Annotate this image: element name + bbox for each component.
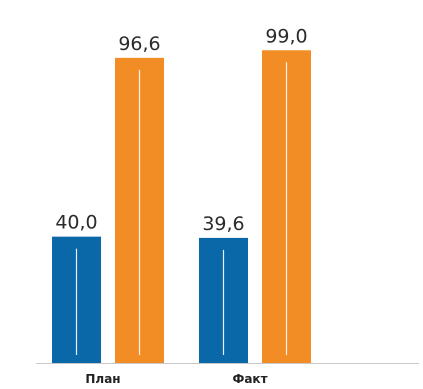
data-label: 99,0	[265, 25, 307, 47]
category-label: Факт	[232, 372, 267, 386]
data-label: 96,6	[118, 33, 160, 55]
data-label: 39,6	[202, 213, 244, 235]
data-label: 40,0	[55, 212, 97, 234]
category-label: План	[85, 372, 120, 386]
